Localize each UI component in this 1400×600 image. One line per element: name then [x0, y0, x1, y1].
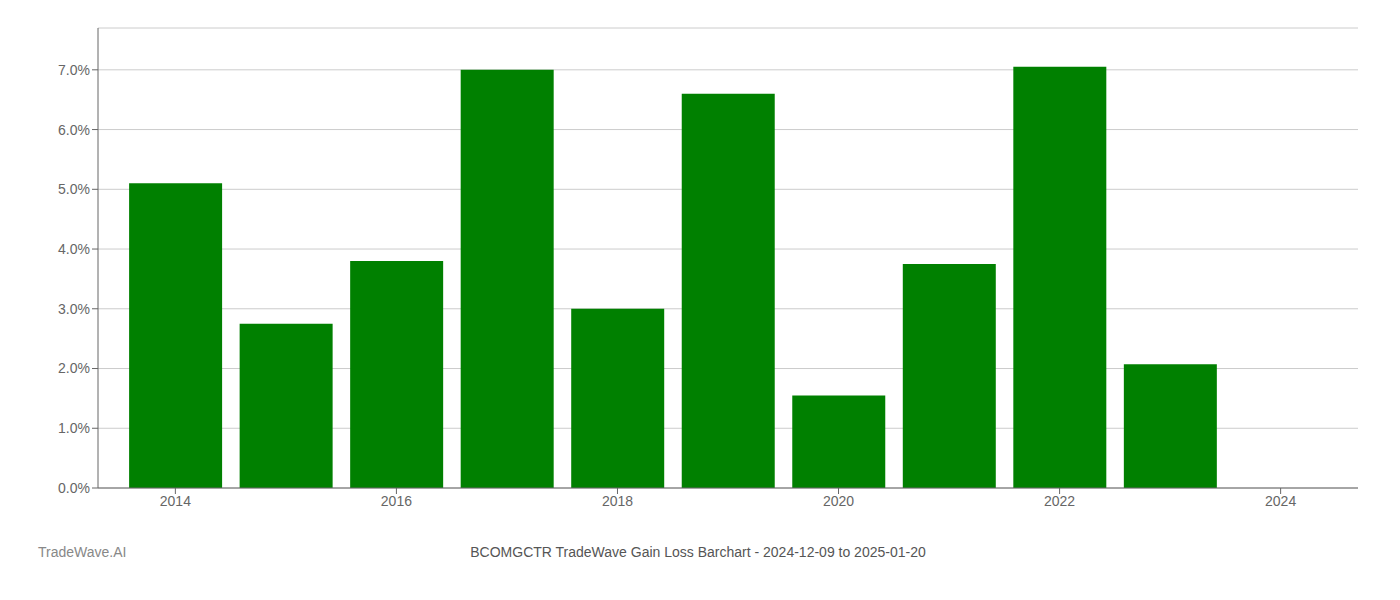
svg-text:2018: 2018 [602, 493, 633, 509]
svg-text:6.0%: 6.0% [58, 122, 90, 138]
svg-text:3.0%: 3.0% [58, 301, 90, 317]
svg-text:0.0%: 0.0% [58, 480, 90, 496]
svg-text:2016: 2016 [381, 493, 412, 509]
svg-text:2022: 2022 [1044, 493, 1075, 509]
svg-text:2.0%: 2.0% [58, 360, 90, 376]
svg-text:1.0%: 1.0% [58, 420, 90, 436]
svg-text:7.0%: 7.0% [58, 62, 90, 78]
svg-text:2020: 2020 [823, 493, 854, 509]
svg-text:4.0%: 4.0% [58, 241, 90, 257]
svg-text:2024: 2024 [1265, 493, 1296, 509]
svg-text:5.0%: 5.0% [58, 181, 90, 197]
html-text:TradeWave.AI: TradeWave.AI [38, 544, 127, 560]
html-text:BCOMGCTR TradeWave Gain Loss B: BCOMGCTR TradeWave Gain Loss Barchart - … [470, 544, 926, 560]
svg-text:2014: 2014 [160, 493, 191, 509]
